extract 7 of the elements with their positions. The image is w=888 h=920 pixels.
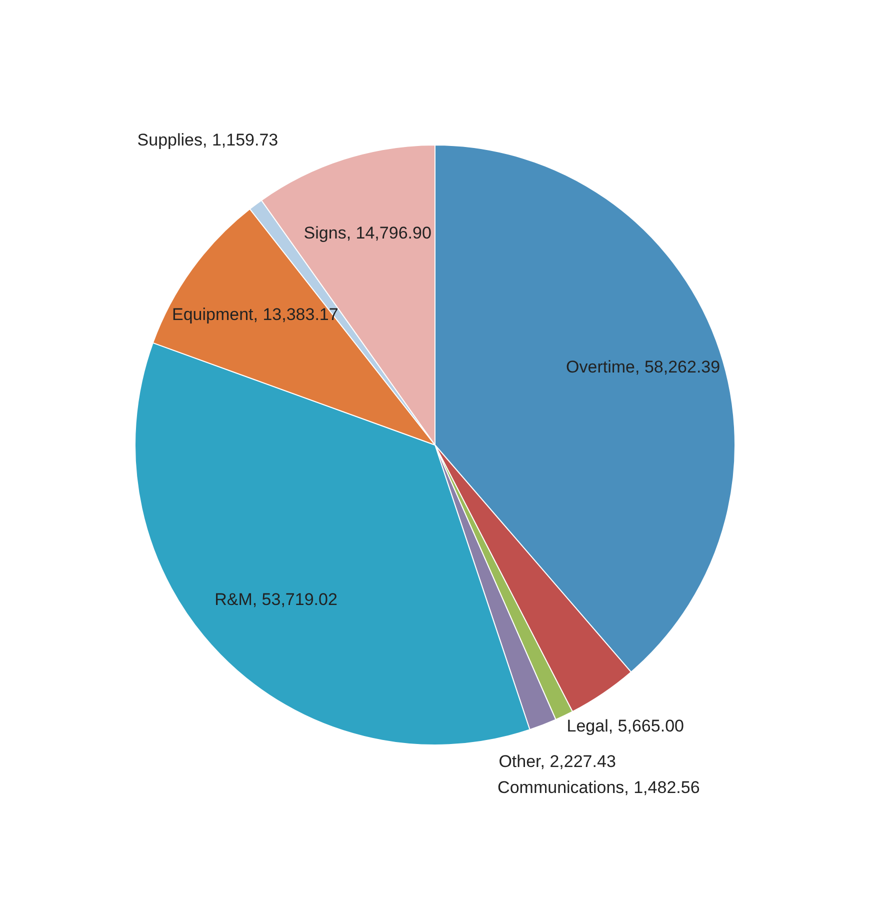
slice-label: Legal, 5,665.00 — [566, 716, 684, 736]
slice-label: Communications, 1,482.56 — [498, 778, 700, 797]
slice-label: Other, 2,227.43 — [498, 752, 616, 772]
slice-label: Supplies, 1,159.73 — [137, 130, 278, 150]
slice-label: R&M, 53,719.02 — [214, 590, 338, 609]
slice-label: Overtime, 58,262.39 — [566, 358, 720, 377]
slice-label: Signs, 14,796.90 — [304, 223, 432, 242]
